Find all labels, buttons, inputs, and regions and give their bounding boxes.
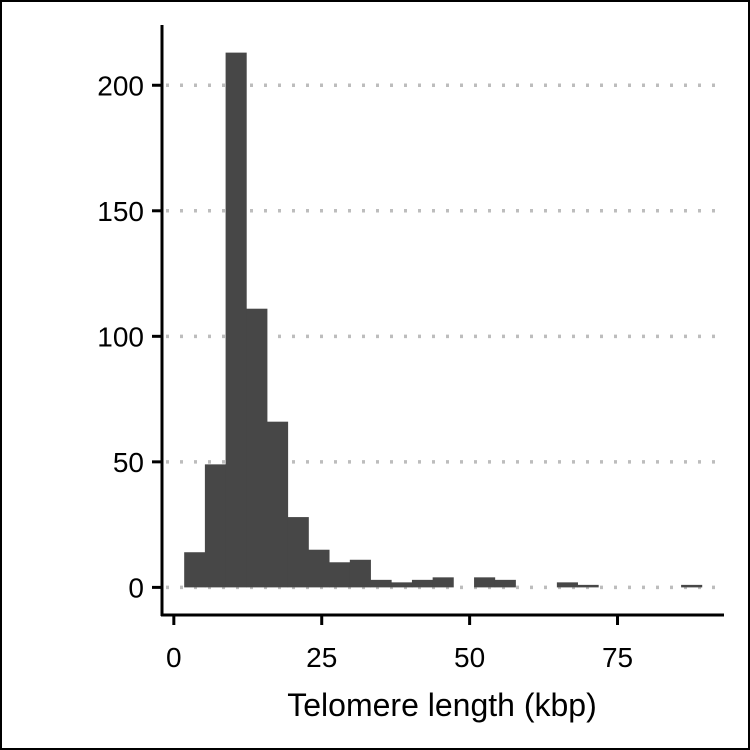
x-tick-label-0: 0 [166, 642, 182, 673]
histogram-bar-12 [432, 577, 454, 588]
histogram-bar-1 [204, 464, 226, 588]
histogram-bar-7 [329, 562, 351, 588]
y-tick-label-150: 150 [97, 196, 144, 227]
histogram-bar-24 [681, 584, 703, 588]
ticks: 0 50 100 150 200 0 25 50 75 [97, 70, 633, 673]
histogram-bar-14 [474, 577, 496, 588]
histogram-bar-8 [349, 559, 371, 588]
histogram-bar-9 [370, 579, 392, 588]
axes [160, 25, 724, 617]
histogram-bars [184, 52, 703, 588]
histogram-bar-15 [494, 579, 516, 588]
x-tick-label-75: 75 [602, 642, 633, 673]
histogram-bar-11 [411, 579, 434, 588]
histogram-bar-10 [391, 582, 413, 588]
x-tick-label-25: 25 [306, 642, 337, 673]
histogram-bar-18 [556, 582, 578, 588]
histogram-bar-19 [577, 584, 599, 588]
gridlines [166, 83, 724, 590]
y-tick-label-100: 100 [97, 321, 144, 352]
y-tick-label-50: 50 [113, 447, 144, 478]
histogram-bar-6 [308, 549, 330, 588]
histogram-bar-0 [184, 552, 206, 588]
y-tick-label-200: 200 [97, 70, 144, 101]
histogram-bar-2 [225, 52, 247, 588]
x-tick-label-50: 50 [454, 642, 485, 673]
histogram-bar-3 [246, 308, 268, 588]
y-tick-label-0: 0 [128, 572, 144, 603]
histogram-bar-5 [287, 517, 309, 588]
histogram-bar-4 [267, 421, 289, 588]
x-axis-title: Telomere length (kbp) [287, 687, 596, 723]
